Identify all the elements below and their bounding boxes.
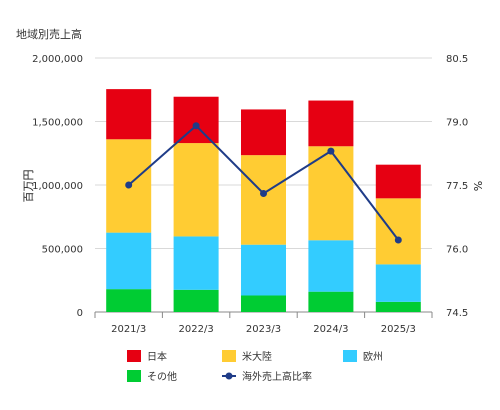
- y-left-tick-label: 0: [77, 308, 83, 319]
- bar-segment-その他: [375, 301, 421, 312]
- legend-label: 欧州: [363, 351, 383, 363]
- bar-segment-日本: [173, 96, 219, 144]
- ratio-line-point: [394, 236, 402, 244]
- bar-segment-欧州: [308, 240, 354, 292]
- legend-swatch: [343, 350, 357, 362]
- bar-segment-米大陸: [241, 155, 286, 245]
- y-left-tick-label: 500,000: [42, 245, 83, 256]
- bar-segment-その他: [106, 289, 152, 312]
- y-right-tick-label: 77.5: [446, 181, 468, 192]
- bar-segment-日本: [375, 164, 421, 199]
- y-right-tick-label: 80.5: [446, 54, 468, 65]
- y-right-tick-label: 79.0: [446, 118, 468, 129]
- ratio-line-point: [260, 189, 267, 197]
- bar-segment-米大陸: [375, 198, 421, 265]
- bar-segment-米大陸: [308, 146, 354, 241]
- y-right-tick-label: 76.0: [446, 245, 468, 256]
- legend-label: 日本: [147, 350, 167, 363]
- bar-segment-その他: [241, 295, 286, 312]
- bar-segment-その他: [173, 289, 219, 312]
- bar-segment-欧州: [241, 244, 286, 296]
- bar-segment-米大陸: [173, 143, 219, 237]
- bar-segment-日本: [106, 89, 152, 140]
- x-tick-label: 2024/3: [313, 324, 348, 335]
- legend-label: その他: [147, 370, 177, 383]
- ratio-line-point: [327, 147, 335, 155]
- x-tick-label: 2021/3: [111, 324, 146, 335]
- ratio-line: [125, 122, 402, 244]
- y-left-tick-label: 1,000,000: [32, 181, 83, 192]
- y-left-axis-title: 百万円: [22, 170, 35, 203]
- y-left-tick-label: 2,000,000: [32, 54, 83, 65]
- axes: 0 74.5 500,000 76.0 1,000,000 77.5 1,500,000 79…: [32, 54, 468, 335]
- x-tick-label: 2023/3: [246, 324, 281, 335]
- bar-segment-その他: [308, 291, 354, 312]
- bar-segment-日本: [241, 109, 286, 156]
- ratio-line-point: [125, 181, 133, 189]
- stacked-bars: [106, 89, 421, 312]
- legend-swatch: [127, 370, 141, 382]
- bar-segment-日本: [308, 100, 354, 147]
- y-right-tick-label: 74.5: [446, 308, 468, 319]
- y-right-axis-title: %: [472, 181, 485, 191]
- legend-label: 米大陸: [242, 350, 272, 363]
- bar-segment-欧州: [173, 236, 219, 290]
- legend-label: 海外売上高比率: [242, 370, 312, 383]
- legend-swatch: [127, 350, 141, 362]
- x-tick-label: 2025/3: [381, 324, 416, 335]
- chart-title: 地域別売上高: [16, 27, 82, 41]
- y-left-tick-label: 1,500,000: [32, 118, 83, 129]
- bar-segment-欧州: [375, 264, 421, 302]
- legend-line-marker: [225, 372, 233, 380]
- bar-segment-欧州: [106, 232, 152, 290]
- legend-swatch: [222, 350, 236, 362]
- ratio-line-point: [192, 122, 200, 130]
- x-tick-label: 2022/3: [179, 324, 214, 335]
